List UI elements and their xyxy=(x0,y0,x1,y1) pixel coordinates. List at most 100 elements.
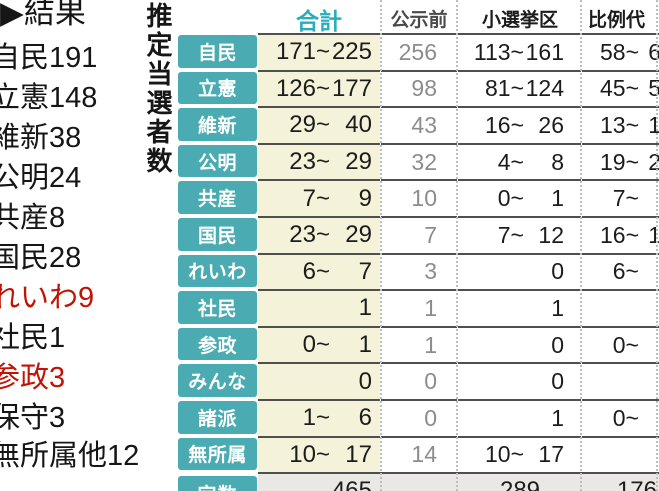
footer-total-seats: 465 xyxy=(331,477,372,491)
pr-low: 6~ xyxy=(612,258,639,285)
total-high: 1 xyxy=(358,294,372,322)
total-cell: 1 xyxy=(258,289,380,326)
table-row: 自民 171~ 225 256 113~ 161 58~ 6 xyxy=(178,33,659,70)
table-title-vertical: 推定当選者数 xyxy=(143,2,173,176)
pr-low: 45~ xyxy=(599,75,639,102)
total-low: 23~ xyxy=(289,221,330,249)
total-cell: 126~ 177 xyxy=(258,69,380,107)
proportional-cell: 13~ 1 xyxy=(582,106,659,143)
table-row: 国民 23~ 29 7 7~ 12 16~ 1 xyxy=(178,215,659,253)
table-row: れいわ 6~ 7 3 0 6~ xyxy=(178,252,659,290)
pr-low: 58~ xyxy=(599,38,639,65)
district-high: 0 xyxy=(551,258,564,285)
table-row: 維新 29~ 40 43 16~ 26 13~ 1 xyxy=(178,106,659,143)
district-cell: 0~ 1 xyxy=(458,179,581,216)
pre-announce-cell: 43 xyxy=(381,106,457,143)
proportional-cell: 19~ 2 xyxy=(582,142,659,180)
total-cell: 7~ 9 xyxy=(258,179,380,216)
pr-high: 6 xyxy=(648,38,659,65)
district-cell: 0 xyxy=(458,252,581,290)
total-high: 0 xyxy=(358,367,372,395)
list-item: 参政3 xyxy=(0,362,66,394)
party-label: 公明 xyxy=(178,144,257,178)
district-high: 0 xyxy=(551,368,564,395)
total-low: 6~ xyxy=(302,257,330,285)
table-row: 公明 23~ 29 32 4~ 8 19~ 2 xyxy=(178,142,659,180)
total-high: 6 xyxy=(358,404,372,432)
total-cell: 6~ 7 xyxy=(258,252,380,290)
results-heading: ▶結果 xyxy=(0,0,86,32)
pr-low: 19~ xyxy=(599,148,639,175)
district-cell: 16~ 26 xyxy=(458,106,581,143)
district-high: 1 xyxy=(551,404,564,431)
table-row: 共産 7~ 9 10 0~ 1 7~ xyxy=(178,179,659,216)
proportional-cell: 0~ xyxy=(582,325,659,363)
proportional-cell: 16~ 1 xyxy=(582,215,659,253)
total-cell: 1~ 6 xyxy=(258,398,380,436)
total-cell: 0 xyxy=(258,362,380,399)
district-cell: 10~ 17 xyxy=(458,435,581,473)
total-high: 225 xyxy=(331,38,372,66)
proportional-cell: 7~ xyxy=(582,179,659,216)
district-low: 81~ xyxy=(484,75,524,102)
district-high: 26 xyxy=(538,111,564,138)
table-row: 立憲 126~ 177 98 81~ 124 45~ 5 xyxy=(178,69,659,107)
party-label: 共産 xyxy=(178,181,257,214)
total-low: 23~ xyxy=(289,148,330,176)
proportional-cell xyxy=(582,289,659,326)
header-proportional: 比例代 xyxy=(588,10,646,31)
district-low: 0~ xyxy=(497,185,524,212)
party-label: れいわ xyxy=(178,254,257,288)
total-low: 171~ xyxy=(275,38,330,66)
header-total: 合計 xyxy=(296,8,342,34)
results-heading-label: 結果 xyxy=(23,0,86,30)
district-cell: 1 xyxy=(458,289,581,326)
table-row: 無所属 10~ 17 14 10~ 17 xyxy=(178,435,659,473)
district-low: 7~ xyxy=(497,221,524,248)
pre-announce-cell: 3 xyxy=(381,252,457,290)
pr-high: 1 xyxy=(648,111,659,138)
footer-row-background xyxy=(258,474,659,491)
total-high: 40 xyxy=(345,111,372,139)
list-item: 維新38 xyxy=(0,122,82,154)
total-high: 29 xyxy=(345,148,372,176)
footer-district-seats: 289 xyxy=(499,477,541,491)
pre-announce-cell: 32 xyxy=(381,142,457,180)
total-high: 7 xyxy=(358,257,372,285)
pre-announce-cell: 1 xyxy=(381,325,457,363)
total-cell: 10~ 17 xyxy=(258,435,380,473)
pr-low: 7~ xyxy=(612,185,639,212)
party-label: 維新 xyxy=(178,108,257,141)
total-cell: 29~ 40 xyxy=(258,106,380,143)
pr-high: 2 xyxy=(648,148,659,175)
party-label: 自民 xyxy=(178,35,257,68)
district-cell: 0 xyxy=(458,362,581,399)
district-low: 4~ xyxy=(497,148,524,175)
district-high: 8 xyxy=(551,148,564,175)
district-high: 161 xyxy=(525,38,564,65)
district-low: 16~ xyxy=(484,111,524,138)
district-cell: 113~ 161 xyxy=(458,33,581,70)
table-row: 参政 0~ 1 1 0 0~ xyxy=(178,325,659,363)
total-low: 29~ xyxy=(289,111,330,139)
total-low: 126~ xyxy=(275,74,330,102)
list-item: 国民28 xyxy=(0,242,82,274)
total-low: 0~ xyxy=(302,331,330,359)
table-row: みんな 0 0 0 xyxy=(178,362,659,399)
header-pre-announce: 公示前 xyxy=(390,10,448,31)
pr-high: 5 xyxy=(648,75,659,102)
total-low: 10~ xyxy=(289,440,330,468)
party-label: 立憲 xyxy=(178,71,257,105)
arrow-icon: ▶ xyxy=(0,0,24,30)
proportional-cell xyxy=(582,435,659,473)
proportional-cell: 6~ xyxy=(582,252,659,290)
pr-high: 1 xyxy=(648,221,659,248)
party-label: 諸派 xyxy=(178,400,257,434)
district-low: 10~ xyxy=(484,441,524,468)
party-label: 参政 xyxy=(178,327,257,361)
table-body: 自民 171~ 225 256 113~ 161 58~ 6 立憲 126~ 177 9… xyxy=(178,33,659,473)
pr-low: 0~ xyxy=(612,331,639,358)
total-cell: 23~ 29 xyxy=(258,142,380,180)
pr-low: 13~ xyxy=(599,111,639,138)
